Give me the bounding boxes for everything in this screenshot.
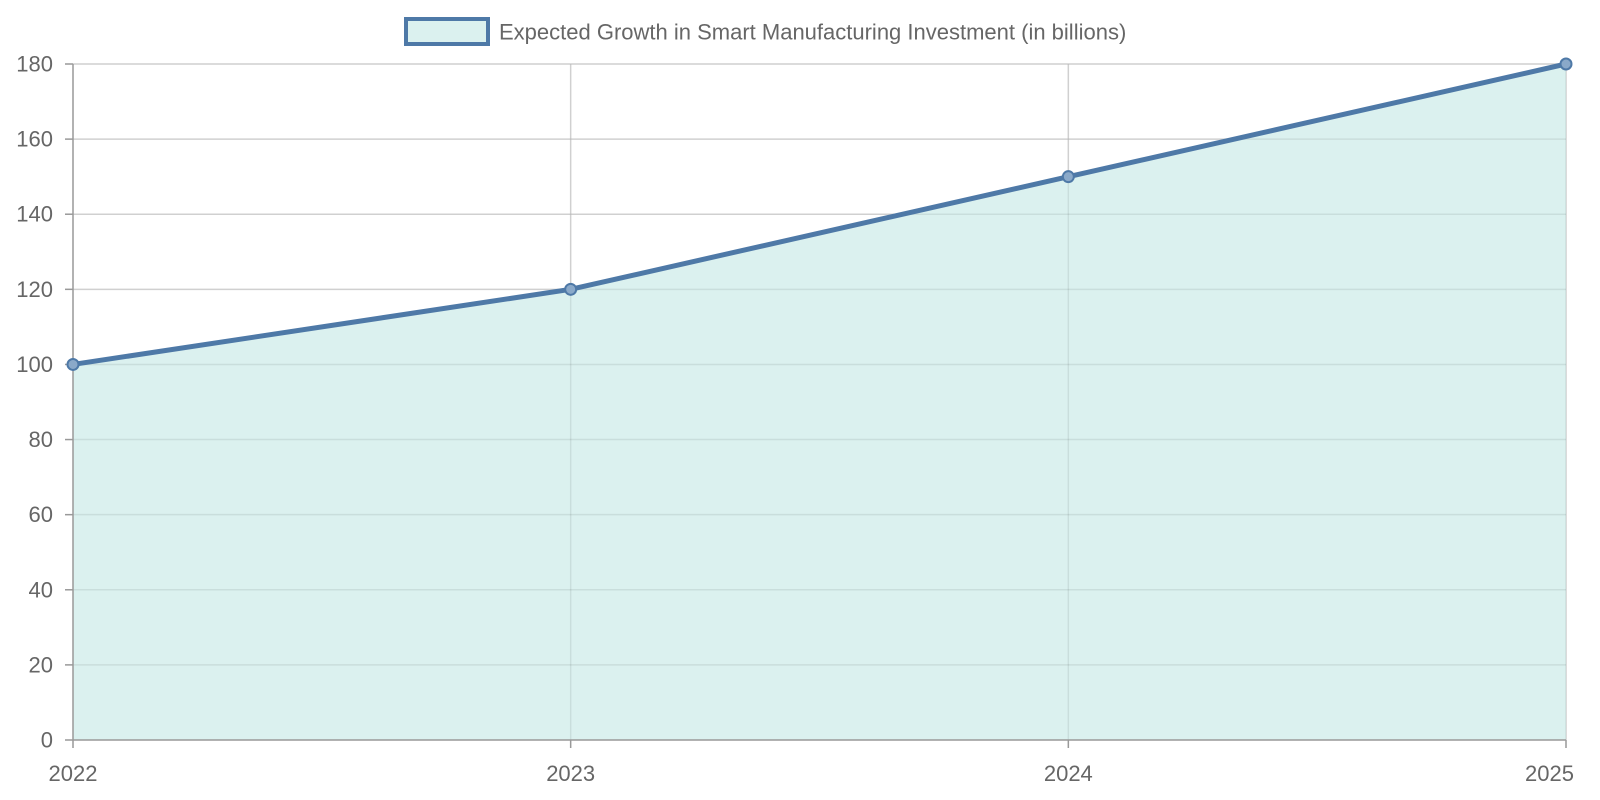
x-tick-label: 2024 xyxy=(1044,761,1093,786)
data-point[interactable] xyxy=(1559,57,1573,71)
x-tick-label: 2022 xyxy=(49,761,98,786)
y-tick-label: 20 xyxy=(29,652,53,677)
y-tick-label: 120 xyxy=(16,277,53,302)
data-point[interactable] xyxy=(1061,170,1075,184)
x-tick-label: 2025 xyxy=(1525,761,1574,786)
series-line xyxy=(70,61,1569,367)
point-layer xyxy=(66,57,1573,371)
data-point[interactable] xyxy=(564,282,578,296)
legend[interactable]: Expected Growth in Smart Manufacturing I… xyxy=(404,17,1126,46)
legend-label[interactable]: Expected Growth in Smart Manufacturing I… xyxy=(499,20,1126,45)
y-tick-label: 40 xyxy=(29,577,53,602)
y-tick-label: 100 xyxy=(16,352,53,377)
series-area-fill xyxy=(73,64,1566,740)
data-point[interactable] xyxy=(66,357,80,371)
label-layer: 0 20 40 60 80 100 120 140 160 180 2022 2023 2024 2025 xyxy=(16,52,1574,787)
legend-swatch[interactable] xyxy=(404,17,490,46)
y-tick-label: 180 xyxy=(16,52,53,77)
y-tick-label: 80 xyxy=(29,427,53,452)
area-layer xyxy=(73,63,1567,740)
y-tick-label: 160 xyxy=(16,127,53,152)
y-tick-label: 140 xyxy=(16,202,53,227)
line-layer xyxy=(70,61,1569,367)
y-tick-label: 60 xyxy=(29,502,53,527)
y-tick-label: 0 xyxy=(41,728,53,753)
x-tick-label: 2023 xyxy=(546,761,595,786)
axis-layer xyxy=(65,63,1567,748)
